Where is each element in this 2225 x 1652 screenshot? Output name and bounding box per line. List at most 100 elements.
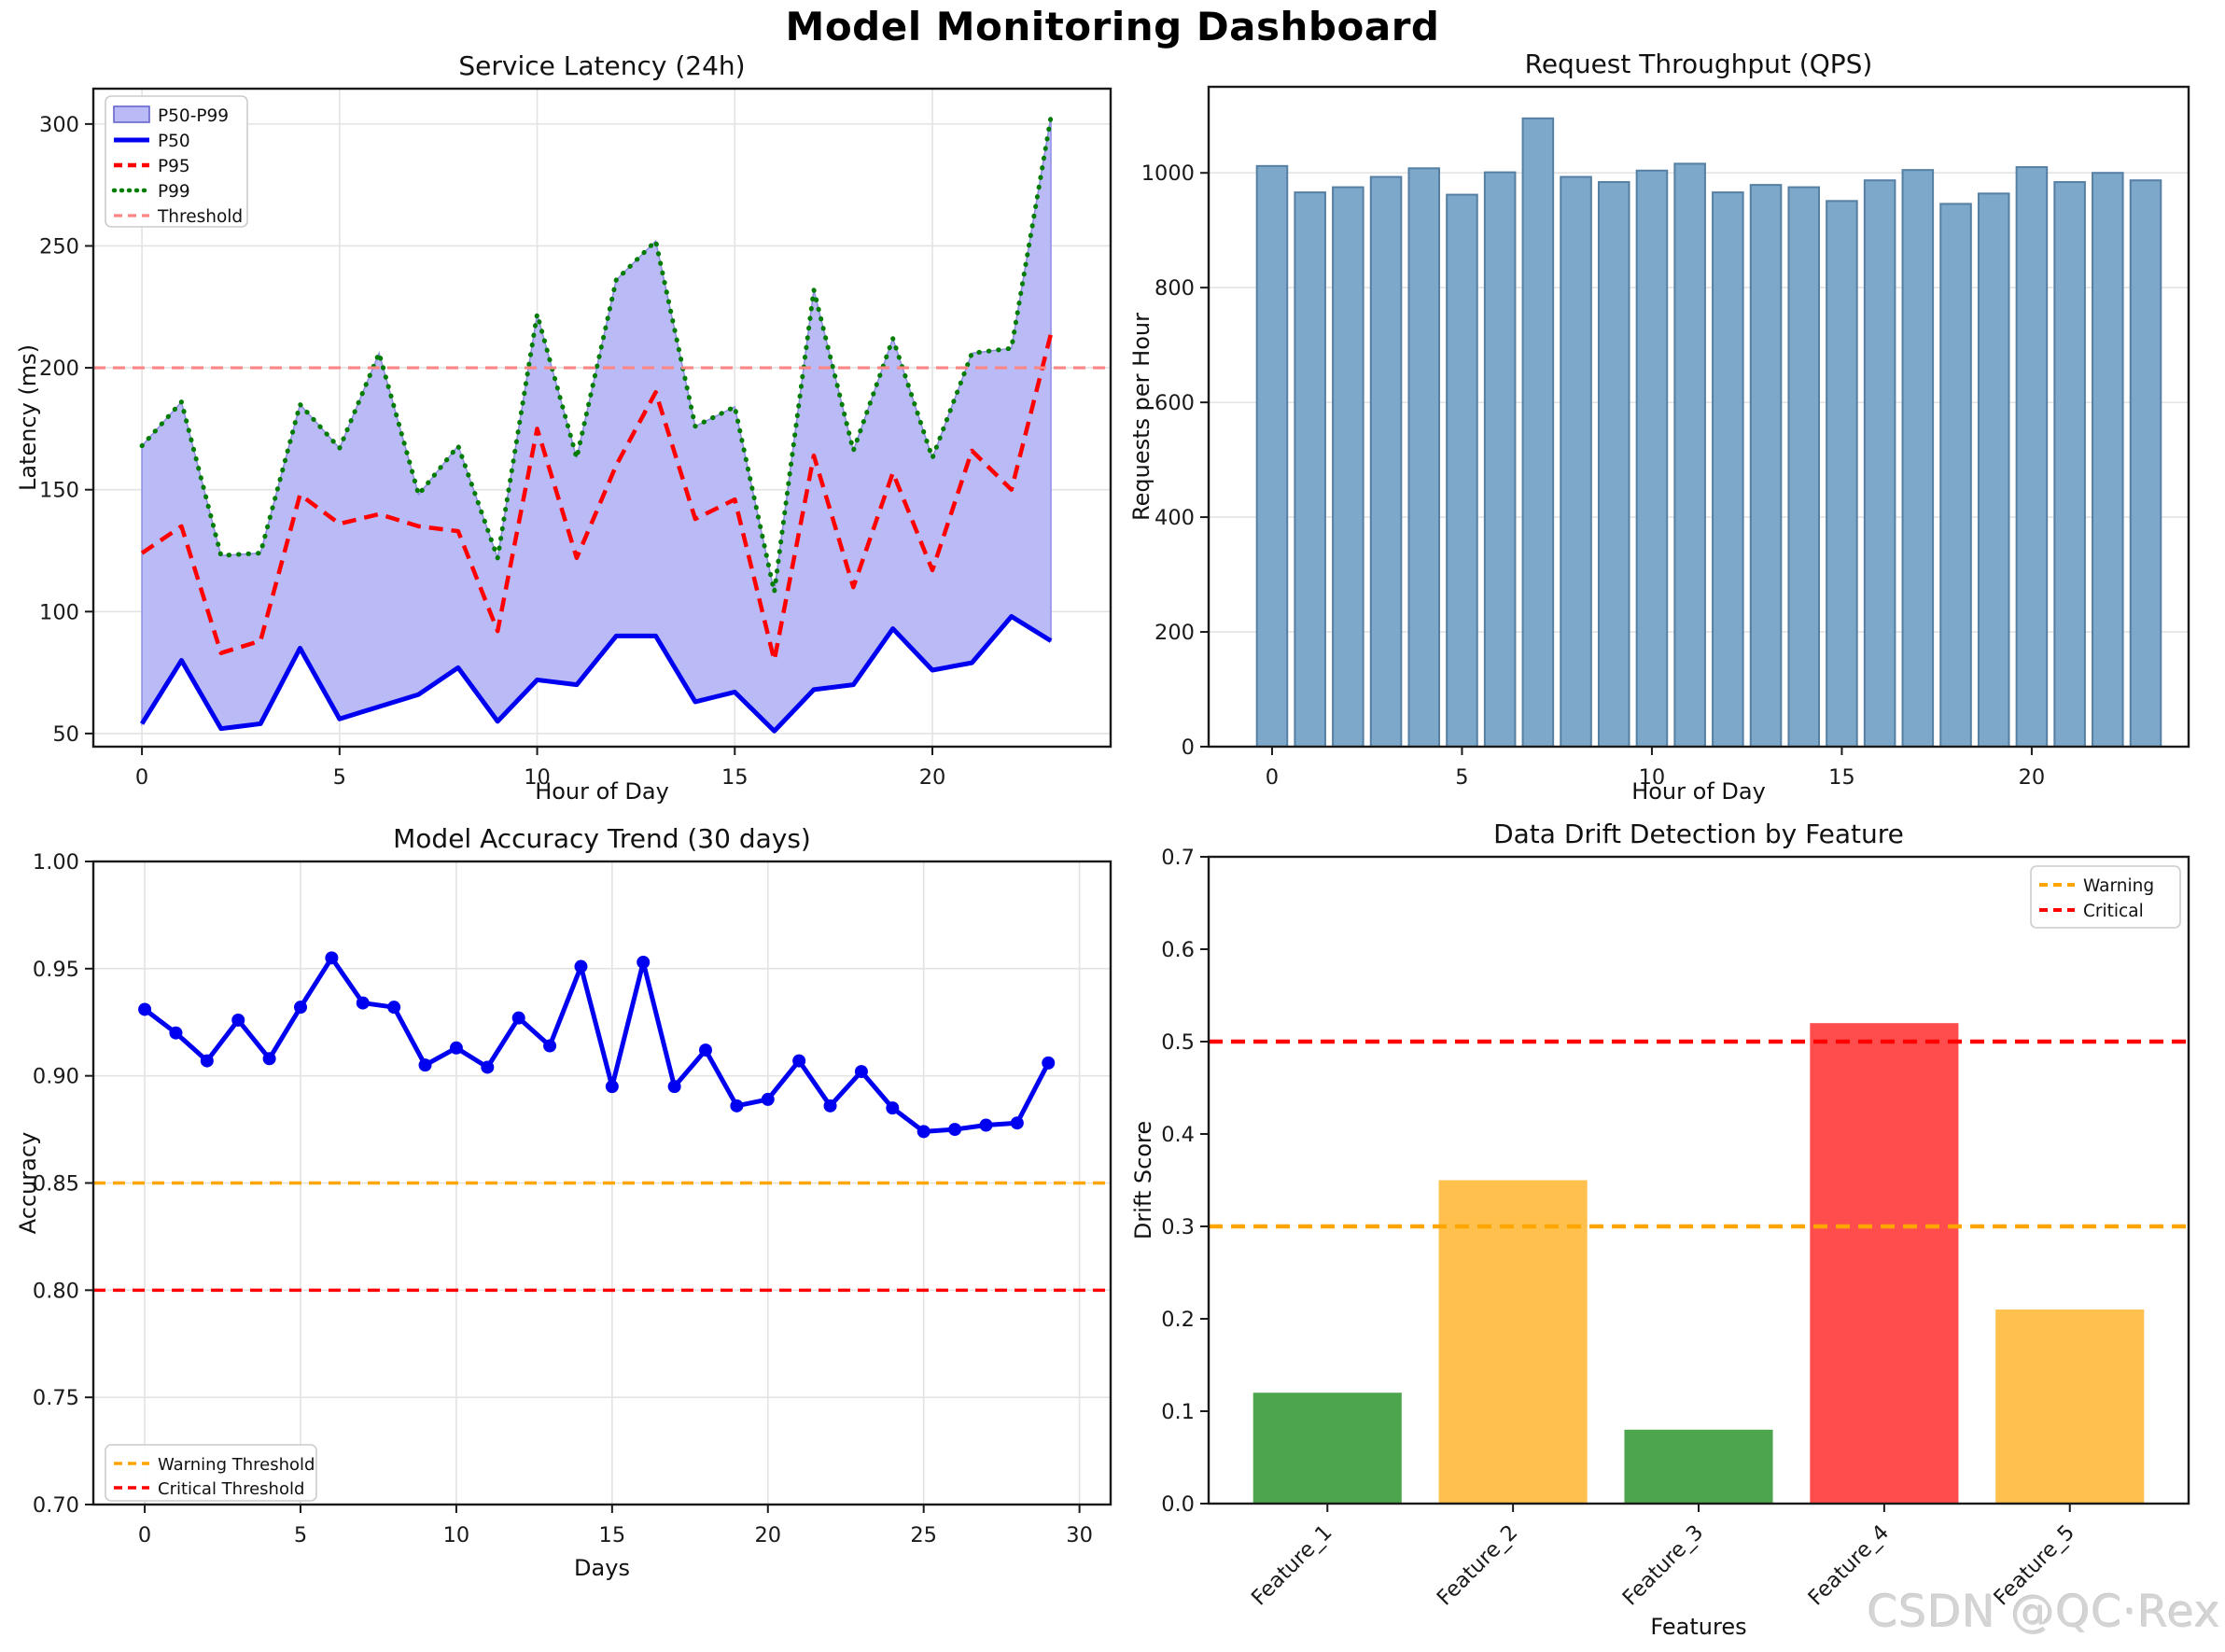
x-tick-label: 20 <box>2019 765 2046 790</box>
marker <box>138 1002 152 1016</box>
x-tick-label: 0 <box>1266 765 1279 790</box>
bar-15 <box>1826 200 1858 748</box>
drift-xlabel: Features <box>1650 1614 1746 1640</box>
y-tick-label: 0.6 <box>1161 938 1195 962</box>
accuracy-legend <box>105 1444 317 1502</box>
marker <box>886 1101 900 1115</box>
x-tick-label: 30 <box>1066 1523 1093 1547</box>
x-tick-label: 10 <box>524 765 551 790</box>
x-tick-label: 5 <box>294 1523 307 1547</box>
x-tick-label: 15 <box>599 1523 626 1547</box>
marker <box>823 1099 837 1113</box>
marker <box>543 1039 557 1053</box>
y-tick-label: 0.4 <box>1161 1123 1195 1147</box>
x-tick-label: 15 <box>1828 765 1855 790</box>
y-tick-label: 0.75 <box>33 1386 79 1410</box>
latency-title: Service Latency (24h) <box>458 50 745 81</box>
latency-legend <box>105 95 248 228</box>
bar-6 <box>1483 171 1517 749</box>
x-tick-label: 0 <box>135 765 148 790</box>
marker <box>387 1001 401 1015</box>
y-tick-label: 0.7 <box>1161 846 1195 870</box>
plot-frame <box>1207 85 2190 749</box>
marker <box>356 996 370 1010</box>
y-tick-label: 50 <box>52 722 79 747</box>
x-tick-label: 5 <box>333 765 346 790</box>
legend-label: P95 <box>158 157 190 176</box>
watermark: CSDN @QC·Rex <box>1867 1587 2221 1638</box>
accuracy-title: Model Accuracy Trend (30 days) <box>393 823 811 854</box>
bar-18 <box>1939 203 1972 748</box>
marker <box>948 1123 962 1137</box>
legend-swatch <box>113 105 150 123</box>
y-tick-label: 600 <box>1154 391 1195 415</box>
marker <box>418 1058 432 1072</box>
legend-label: P99 <box>158 182 190 202</box>
x-tick-label: 20 <box>754 1523 781 1547</box>
marker <box>761 1092 775 1106</box>
bar-22 <box>2092 172 2124 748</box>
accuracy-ylabel: Accuracy <box>15 1132 41 1235</box>
marker <box>511 1011 525 1025</box>
x-tick-label: Feature_3 <box>1618 1520 1709 1611</box>
x-tick-label: 25 <box>910 1523 937 1547</box>
legend-label: Critical <box>2083 902 2144 921</box>
bar-19 <box>1977 192 2010 749</box>
marker <box>699 1043 713 1057</box>
y-tick-label: 200 <box>39 357 79 381</box>
legend-label: P50-P99 <box>158 106 229 126</box>
y-tick-label: 0.0 <box>1161 1492 1195 1517</box>
dashboard-title: Model Monitoring Dashboard <box>785 4 1440 49</box>
x-tick-label: 10 <box>1639 765 1666 790</box>
line-P95 <box>140 332 1054 663</box>
y-tick-label: 0.70 <box>33 1493 79 1518</box>
latency-xlabel: Hour of Day <box>535 778 669 805</box>
bar-11 <box>1673 162 1706 749</box>
line-P99 <box>139 114 1054 595</box>
marker <box>730 1099 744 1113</box>
x-tick-label: Feature_2 <box>1433 1520 1523 1611</box>
marker <box>792 1054 806 1068</box>
drift-title: Data Drift Detection by Feature <box>1493 819 1904 849</box>
marker <box>1010 1116 1024 1130</box>
bar-17 <box>1901 169 1935 748</box>
x-tick-label: 5 <box>1455 765 1468 790</box>
bar-0 <box>1255 164 1289 748</box>
marker <box>1042 1056 1056 1070</box>
x-tick-label: 10 <box>443 1523 470 1547</box>
y-tick-label: 0.80 <box>33 1279 79 1303</box>
marker <box>481 1060 495 1074</box>
y-tick-label: 0.1 <box>1161 1400 1195 1424</box>
y-tick-label: 400 <box>1154 506 1195 530</box>
bar-12 <box>1712 191 1744 748</box>
y-tick-label: 0.90 <box>33 1065 79 1089</box>
marker <box>325 951 339 965</box>
y-tick-label: 250 <box>39 234 79 259</box>
bar-Feature_2 <box>1438 1180 1588 1504</box>
y-tick-label: 0 <box>1182 735 1195 760</box>
x-tick-label: 15 <box>721 765 749 790</box>
y-tick-label: 0.3 <box>1161 1215 1195 1239</box>
marker <box>231 1013 245 1027</box>
marker <box>574 959 588 973</box>
line-P50 <box>139 614 1053 734</box>
y-tick-label: 0.95 <box>33 958 79 982</box>
bar-13 <box>1749 184 1783 749</box>
x-tick-label: 20 <box>919 765 946 790</box>
y-tick-label: 1000 <box>1141 161 1195 186</box>
bar-2 <box>1332 186 1364 748</box>
marker <box>294 1001 308 1015</box>
accuracy-xlabel: Days <box>574 1555 630 1581</box>
marker <box>637 955 651 969</box>
marker <box>667 1080 681 1094</box>
y-tick-label: 1.00 <box>33 850 79 875</box>
bar-Feature_1 <box>1252 1393 1402 1504</box>
x-tick-label: Feature_1 <box>1247 1520 1337 1611</box>
legend-label: Critical Threshold <box>158 1479 304 1499</box>
y-tick-label: 800 <box>1154 276 1195 301</box>
marker <box>449 1041 463 1055</box>
y-tick-label: 0.2 <box>1161 1308 1195 1332</box>
marker <box>979 1118 993 1132</box>
